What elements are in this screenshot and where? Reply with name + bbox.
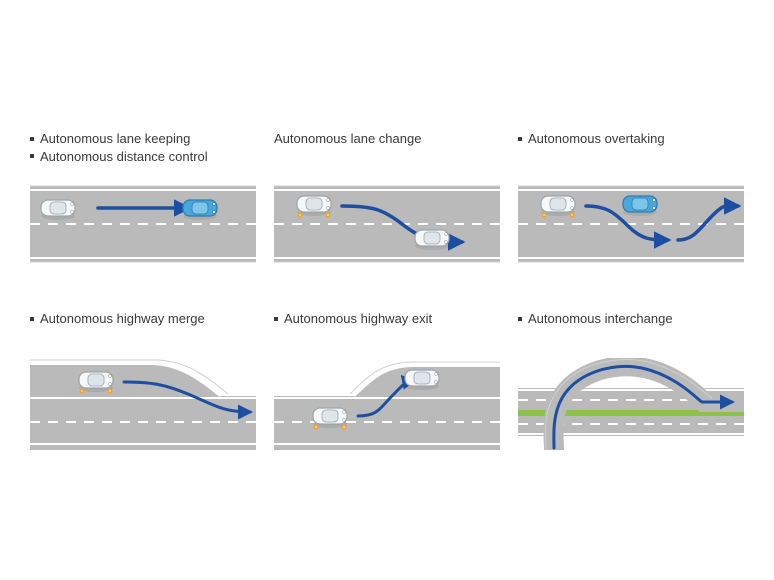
panel-highway-exit: Autonomous highway exit [274,310,500,450]
panel-overtaking: Autonomous overtaking [518,130,744,270]
bullet-icon [30,317,34,321]
label-line-0: Autonomous highway exit [284,311,432,326]
panel-interchange: Autonomous interchange [518,310,744,450]
label-text: Autonomous highway exit [274,310,500,328]
panel-labels: Autonomous interchange [518,310,744,352]
diagram-svg [30,178,256,270]
bullet-icon [274,317,278,321]
label-text: Autonomous distance control [30,148,256,166]
panel-labels: Autonomous lane keeping Autonomous dista… [30,130,256,172]
panel-svg-wrap [30,178,256,270]
panel-lane-keeping: Autonomous lane keeping Autonomous dista… [30,130,256,270]
bullet-icon [30,154,34,158]
panel-grid: Autonomous lane keeping Autonomous dista… [30,130,744,450]
panel-svg-wrap [518,178,744,270]
label-text: Autonomous overtaking [518,130,744,148]
label-text: Autonomous lane change [274,130,500,148]
panel-svg-wrap [518,358,744,450]
diagram-svg [30,358,256,450]
diagram-svg [518,178,744,270]
panel-labels: Autonomous lane change [274,130,500,172]
panel-labels: Autonomous overtaking [518,130,744,172]
bullet-icon [518,317,522,321]
label-line-0: Autonomous lane keeping [40,131,190,146]
label-line-0: Autonomous lane change [274,131,421,146]
panel-svg-wrap [274,358,500,450]
diagram-svg [518,358,744,450]
panel-highway-merge: Autonomous highway merge [30,310,256,450]
bullet-icon [30,137,34,141]
panel-lane-change: Autonomous lane change [274,130,500,270]
diagram-svg [274,178,500,270]
panel-labels: Autonomous highway exit [274,310,500,352]
diagram-svg [274,358,500,450]
label-text: Autonomous highway merge [30,310,256,328]
panel-labels: Autonomous highway merge [30,310,256,352]
label-text: Autonomous lane keeping [30,130,256,148]
bullet-icon [518,137,522,141]
label-line-1: Autonomous distance control [40,149,208,164]
panel-svg-wrap [30,358,256,450]
label-line-0: Autonomous interchange [528,311,673,326]
label-text: Autonomous interchange [518,310,744,328]
panel-svg-wrap [274,178,500,270]
label-line-0: Autonomous overtaking [528,131,665,146]
label-line-0: Autonomous highway merge [40,311,205,326]
